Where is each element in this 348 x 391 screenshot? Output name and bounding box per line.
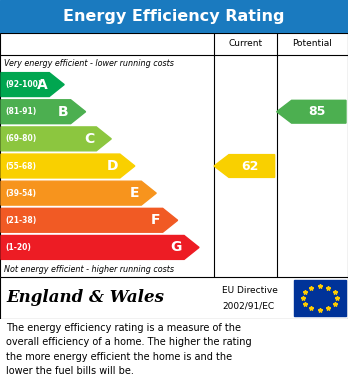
Polygon shape xyxy=(1,127,111,151)
Polygon shape xyxy=(1,100,86,124)
Text: Current: Current xyxy=(228,39,262,48)
Text: B: B xyxy=(58,105,69,119)
Text: E: E xyxy=(130,186,139,200)
Bar xyxy=(294,280,346,316)
Text: (39-54): (39-54) xyxy=(5,188,36,197)
Text: 85: 85 xyxy=(308,105,325,118)
Text: F: F xyxy=(151,213,161,227)
Text: Energy Efficiency Rating: Energy Efficiency Rating xyxy=(63,9,285,24)
Text: C: C xyxy=(84,132,94,146)
Text: England & Wales: England & Wales xyxy=(6,289,164,307)
Text: Potential: Potential xyxy=(292,39,332,48)
Text: D: D xyxy=(106,159,118,173)
Polygon shape xyxy=(1,154,135,178)
Text: (1-20): (1-20) xyxy=(5,243,31,252)
Text: EU Directive: EU Directive xyxy=(222,286,278,295)
Text: 2002/91/EC: 2002/91/EC xyxy=(222,301,274,310)
Text: Very energy efficient - lower running costs: Very energy efficient - lower running co… xyxy=(4,59,174,68)
Text: (55-68): (55-68) xyxy=(5,161,36,170)
Polygon shape xyxy=(1,181,156,205)
Polygon shape xyxy=(214,154,275,178)
Text: G: G xyxy=(171,240,182,255)
Polygon shape xyxy=(1,235,199,259)
Text: 62: 62 xyxy=(241,160,259,172)
Text: (81-91): (81-91) xyxy=(5,107,36,116)
Polygon shape xyxy=(1,73,64,97)
Text: The energy efficiency rating is a measure of the
overall efficiency of a home. T: The energy efficiency rating is a measur… xyxy=(6,323,252,376)
Text: A: A xyxy=(37,77,47,91)
Text: (21-38): (21-38) xyxy=(5,216,36,225)
Polygon shape xyxy=(1,208,177,232)
Text: (92-100): (92-100) xyxy=(5,80,41,89)
Polygon shape xyxy=(277,100,346,123)
Text: Not energy efficient - higher running costs: Not energy efficient - higher running co… xyxy=(4,264,174,273)
Text: (69-80): (69-80) xyxy=(5,135,36,143)
